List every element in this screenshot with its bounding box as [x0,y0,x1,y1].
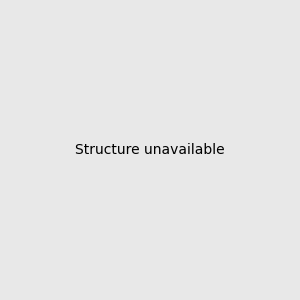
Text: Structure unavailable: Structure unavailable [75,143,225,157]
